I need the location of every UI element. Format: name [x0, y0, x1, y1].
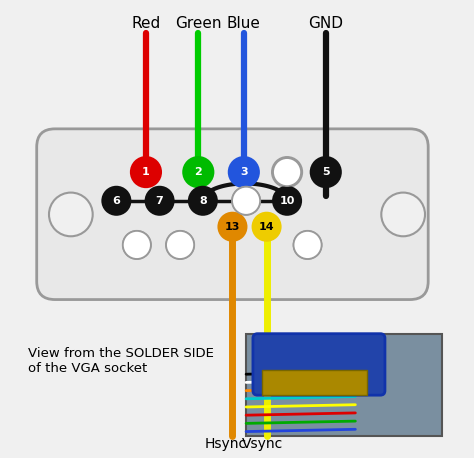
Text: 3: 3	[240, 167, 247, 177]
Circle shape	[272, 157, 302, 187]
Circle shape	[253, 213, 281, 241]
Text: Hsync: Hsync	[205, 437, 246, 451]
Circle shape	[293, 231, 321, 259]
Text: 1: 1	[142, 167, 150, 177]
Circle shape	[183, 157, 213, 187]
Text: Vsync: Vsync	[241, 437, 283, 451]
Text: 10: 10	[279, 196, 295, 206]
Circle shape	[219, 213, 246, 241]
Circle shape	[273, 158, 301, 186]
Circle shape	[229, 157, 259, 187]
Circle shape	[166, 231, 194, 259]
Circle shape	[381, 192, 425, 236]
Circle shape	[273, 187, 301, 215]
Text: 7: 7	[156, 196, 164, 206]
Text: GND: GND	[308, 16, 343, 31]
Text: Red: Red	[131, 16, 161, 31]
Circle shape	[189, 187, 217, 215]
Text: 5: 5	[322, 167, 329, 177]
Circle shape	[232, 187, 260, 215]
FancyBboxPatch shape	[253, 334, 385, 395]
Circle shape	[293, 231, 321, 259]
Circle shape	[123, 231, 151, 259]
Text: Green: Green	[175, 16, 221, 31]
Circle shape	[123, 231, 151, 259]
Text: 2: 2	[194, 167, 202, 177]
Circle shape	[311, 157, 341, 187]
FancyBboxPatch shape	[246, 334, 442, 436]
Circle shape	[232, 187, 260, 215]
Circle shape	[166, 231, 194, 259]
Text: 8: 8	[199, 196, 207, 206]
Text: View from the SOLDER SIDE
of the VGA socket: View from the SOLDER SIDE of the VGA soc…	[27, 347, 213, 375]
Circle shape	[146, 187, 173, 215]
Circle shape	[49, 192, 93, 236]
Text: Blue: Blue	[227, 16, 261, 31]
FancyBboxPatch shape	[36, 129, 428, 300]
Text: 13: 13	[225, 222, 240, 232]
FancyBboxPatch shape	[262, 370, 367, 395]
Text: 14: 14	[259, 222, 274, 232]
Text: 6: 6	[112, 196, 120, 206]
Circle shape	[102, 187, 130, 215]
Circle shape	[131, 157, 161, 187]
